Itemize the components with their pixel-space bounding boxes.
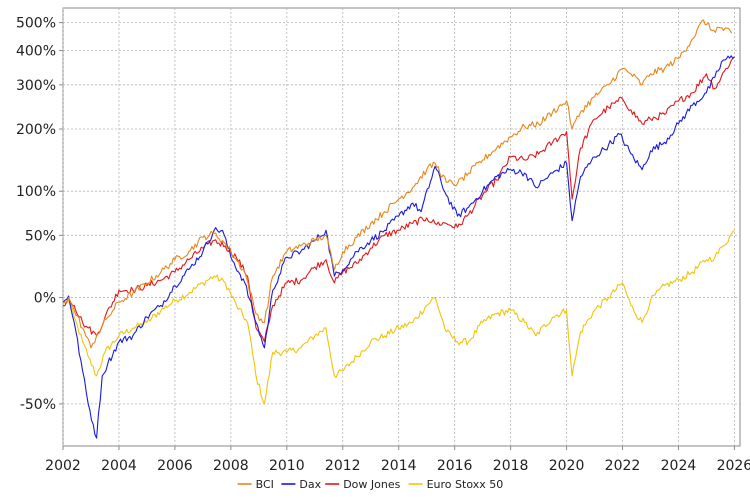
legend: BCI Dax Dow Jones Euro Stoxx 50 (237, 478, 504, 491)
y-tick-label: 500% (16, 16, 56, 32)
x-tick-label: 2012 (325, 458, 361, 474)
series-line-bci (62, 19, 733, 349)
y-tick-label: 300% (16, 78, 56, 94)
y-tick-label: -50% (20, 397, 56, 413)
legend-label: Dow Jones (343, 478, 400, 491)
x-tick-label: 2018 (493, 458, 529, 474)
y-tick-label: 50% (25, 228, 56, 244)
x-tick-label: 2026 (717, 458, 750, 474)
x-tick-label: 2006 (157, 458, 193, 474)
x-axis: 2002 2004 2006 2008 2010 2012 2014 2016 2018 2020… (45, 446, 750, 474)
x-tick-label: 2024 (661, 458, 697, 474)
x-tick-label: 2020 (549, 458, 585, 474)
grid (62, 8, 740, 446)
series-line-euro-stoxx-50 (62, 229, 735, 405)
series-line-dax (62, 55, 735, 439)
x-tick-label: 2016 (437, 458, 473, 474)
series-layer (62, 19, 735, 439)
y-tick-label: 400% (16, 44, 56, 60)
y-tick-label: 100% (16, 184, 56, 200)
series-line-dow-jones (62, 56, 735, 343)
x-tick-label: 2022 (605, 458, 641, 474)
y-tick-label: 200% (16, 122, 56, 138)
legend-label: Dax (299, 478, 321, 491)
x-tick-label: 2010 (269, 458, 305, 474)
x-tick-label: 2008 (213, 458, 249, 474)
x-tick-label: 2014 (381, 458, 417, 474)
y-tick-label: 0% (34, 291, 56, 307)
legend-label: BCI (256, 478, 274, 491)
x-tick-label: 2004 (101, 458, 137, 474)
legend-label: Euro Stoxx 50 (427, 478, 504, 491)
x-tick-label: 2002 (45, 458, 81, 474)
y-axis: -50% 0% 50% 100% 200% 300% 400% 500% (16, 16, 63, 413)
